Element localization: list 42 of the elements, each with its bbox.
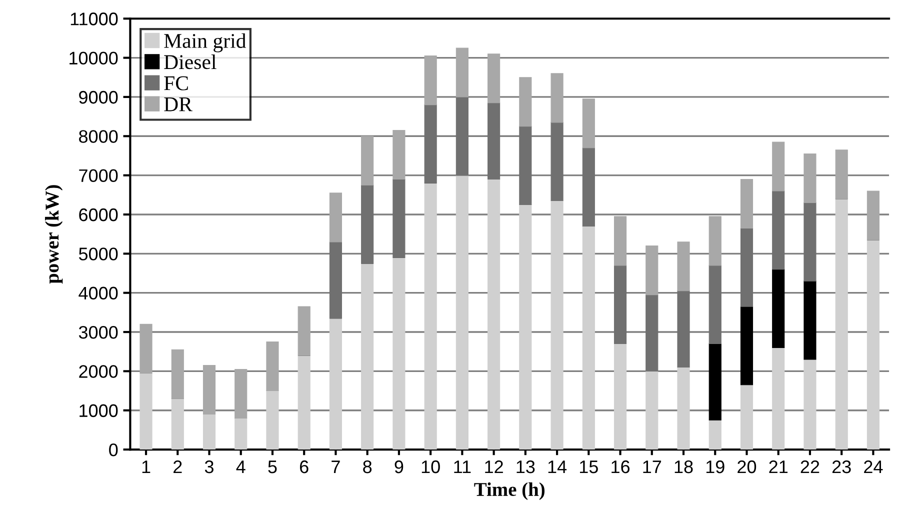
y-tick-label: 1000	[80, 404, 118, 418]
x-tick-label: 22	[800, 460, 820, 474]
x-tick-label: 5	[268, 460, 277, 474]
x-tick-label: 13	[516, 460, 535, 474]
x-tick-label: 2	[174, 460, 182, 474]
y-tick-label: 6000	[79, 208, 118, 222]
x-axis-title: Time (h)	[474, 482, 545, 500]
x-tick-label: 3	[204, 460, 214, 474]
legend-label: Main grid	[164, 33, 246, 52]
x-tick-label: 23	[832, 460, 851, 474]
y-tick-label: 4000	[78, 286, 118, 300]
y-tick-label: 0	[109, 443, 118, 456]
x-tick-label: 9	[394, 460, 404, 474]
x-tick-label: 7	[332, 460, 340, 474]
x-tick-label: 15	[580, 460, 598, 474]
y-tick-label: 5000	[78, 248, 118, 260]
y-tick-label: 3000	[78, 326, 118, 339]
x-tick-label: 11	[454, 460, 471, 474]
x-tick-label: 8	[363, 460, 372, 474]
x-tick-label: 24	[864, 460, 883, 474]
x-tick-label: 18	[674, 460, 693, 474]
y-tick-label: 11000	[70, 12, 118, 26]
y-axis-title: power (kW)	[45, 185, 63, 284]
x-tick-label: 17	[643, 460, 662, 474]
y-tick-label: 10000	[70, 52, 118, 65]
legend-label: Diesel	[164, 54, 216, 70]
legend-label: FC	[164, 76, 188, 90]
x-tick-label: 10	[422, 460, 440, 474]
legend-label: DR	[164, 98, 192, 112]
x-tick-label: 12	[485, 460, 503, 474]
x-tick-label: 1	[142, 460, 150, 474]
x-tick-label: 14	[548, 460, 567, 474]
x-tick-label: 21	[769, 460, 788, 474]
x-tick-label: 6	[300, 460, 308, 474]
x-tick-label: 19	[706, 460, 724, 474]
y-tick-label: 7000	[79, 169, 118, 182]
x-tick-label: 4	[236, 460, 246, 474]
y-tick-label: 9000	[79, 90, 118, 104]
y-tick-label: 2000	[79, 365, 118, 378]
x-tick-label: 20	[738, 460, 756, 474]
y-tick-label: 8000	[79, 130, 118, 143]
x-tick-label: 16	[612, 460, 630, 474]
